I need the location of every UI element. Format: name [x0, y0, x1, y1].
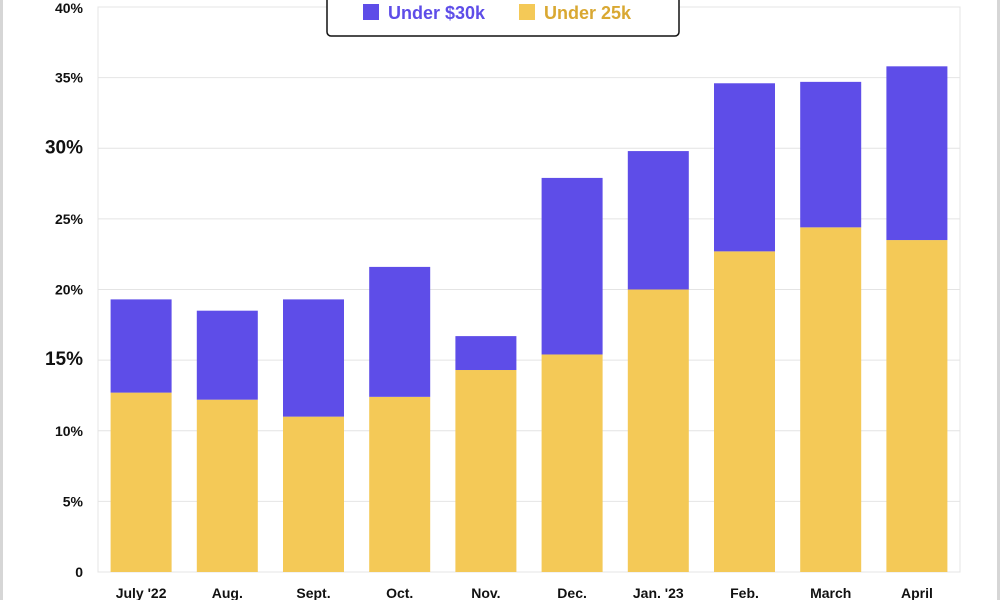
bar-under-30k-8 — [800, 81, 862, 228]
x-tick-label: Nov. — [471, 585, 500, 600]
x-tick-label: Dec. — [557, 585, 587, 600]
bar-under-25k-0 — [110, 392, 172, 572]
bar-under-30k-0 — [110, 299, 172, 393]
bar-under-30k-4 — [455, 336, 517, 371]
x-tick-label: April — [901, 585, 933, 600]
bar-under-30k-2 — [283, 299, 344, 417]
x-tick-label: July '22 — [116, 585, 167, 600]
bar-under-25k-6 — [627, 289, 689, 572]
y-axis: 0 5% 10% 15% 20% 25% 30% 35% 40% — [45, 0, 84, 580]
x-tick-label: Feb. — [730, 585, 759, 600]
x-axis: July '22 Aug. Sept. Oct. Nov. Dec. Jan. '23 Feb… — [116, 585, 933, 600]
bar-under-30k-3 — [369, 266, 431, 397]
y-tick-label: 0 — [75, 564, 83, 580]
legend-label: Under 25k — [544, 3, 632, 23]
bars — [110, 66, 948, 573]
bar-under-25k-3 — [369, 396, 431, 572]
bar-under-25k-9 — [886, 240, 948, 572]
legend-swatch — [363, 4, 379, 20]
y-tick-label: 40% — [55, 0, 84, 16]
y-tick-label: 35% — [55, 70, 84, 86]
bar-under-25k-4 — [455, 370, 517, 572]
bar-under-25k-7 — [714, 251, 775, 573]
x-tick-label: Jan. '23 — [633, 585, 684, 600]
bar-under-30k-1 — [196, 310, 258, 400]
y-tick-label: 10% — [55, 423, 84, 439]
stacked-bar-chart: 0 5% 10% 15% 20% 25% 30% 35% 40% July '22 Aug. Sep… — [45, 0, 961, 600]
x-tick-label: Aug. — [212, 585, 243, 600]
bar-under-30k-7 — [714, 83, 775, 252]
y-tick-label: 15% — [45, 349, 83, 370]
y-tick-label: 25% — [55, 211, 84, 227]
x-tick-label: March — [810, 585, 851, 600]
x-tick-label: Oct. — [386, 585, 413, 600]
bar-under-25k-5 — [541, 354, 603, 572]
bar-under-25k-1 — [196, 399, 258, 572]
bar-under-30k-5 — [541, 177, 603, 355]
y-tick-label: 5% — [63, 493, 84, 509]
y-tick-label: 20% — [55, 282, 84, 298]
bar-under-30k-6 — [627, 151, 689, 290]
x-tick-label: Sept. — [296, 585, 330, 600]
bar-under-25k-8 — [800, 227, 862, 572]
bar-under-25k-2 — [283, 416, 344, 572]
y-tick-label: 30% — [45, 137, 83, 158]
legend: Under $30k Under 25k — [326, 0, 680, 37]
legend-swatch — [519, 4, 535, 20]
legend-box — [326, 0, 680, 37]
legend-label: Under $30k — [388, 3, 486, 23]
bar-under-30k-9 — [886, 66, 948, 241]
